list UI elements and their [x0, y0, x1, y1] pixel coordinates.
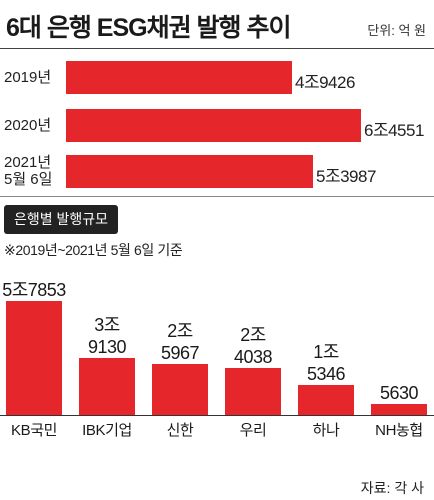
source-label: 자료: 각 사 — [360, 480, 424, 496]
bar-value-label: 1조 — [313, 342, 339, 362]
bar-value-label: 3조 — [94, 315, 120, 335]
bar-value-label: 5조3987 — [316, 167, 376, 186]
bar-category-label: 신한 — [167, 422, 194, 439]
bar-value-label: 2조 — [167, 321, 193, 341]
bar — [66, 155, 313, 188]
bar-category-label: 5월 6일 — [4, 171, 53, 188]
bar-value-label: 5346 — [307, 364, 346, 384]
bar-category-label: IBK기업 — [82, 422, 132, 439]
bar — [79, 358, 135, 415]
title-rule — [0, 48, 434, 49]
bar — [371, 404, 427, 415]
bar — [152, 364, 208, 415]
bar — [6, 301, 62, 415]
bar — [298, 385, 354, 415]
bar-category-label: 우리 — [240, 422, 267, 439]
bar-value-label: 4조9426 — [295, 73, 355, 92]
section-label: 은행별 발행규모 — [4, 205, 119, 234]
section-note: ※2019년~2021년 5월 6일 기준 — [4, 242, 183, 258]
bar-category-label: 2021년 — [4, 154, 52, 171]
bar-value-label: 5조7853 — [2, 280, 66, 300]
bar — [66, 61, 292, 94]
unit-label: 단위: 억 원 — [367, 23, 426, 38]
bar-category-label: 2019년 — [4, 68, 52, 86]
bar-value-label: 9130 — [88, 337, 127, 357]
bar-category-label: 하나 — [313, 422, 340, 439]
bar-value-label: 5967 — [161, 343, 200, 363]
bar-category-label: NH농협 — [375, 422, 423, 439]
bar-value-label: 6조4551 — [364, 121, 424, 140]
bank-issuance-chart: 5조7853KB국민3조9130IBK기업2조5967신한2조4038우리1조5… — [0, 280, 434, 439]
bar-value-label: 2조 — [240, 325, 266, 345]
section-divider — [0, 196, 434, 197]
bar — [66, 109, 361, 142]
bar — [225, 368, 281, 415]
bar-value-label: 4038 — [234, 347, 273, 367]
bar-category-label: KB국민 — [11, 422, 57, 439]
bar-value-label: 5630 — [380, 383, 419, 403]
chart-title: 6대 은행 ESG채권 발행 추이 — [6, 14, 291, 42]
bar-category-label: 2020년 — [4, 116, 52, 134]
